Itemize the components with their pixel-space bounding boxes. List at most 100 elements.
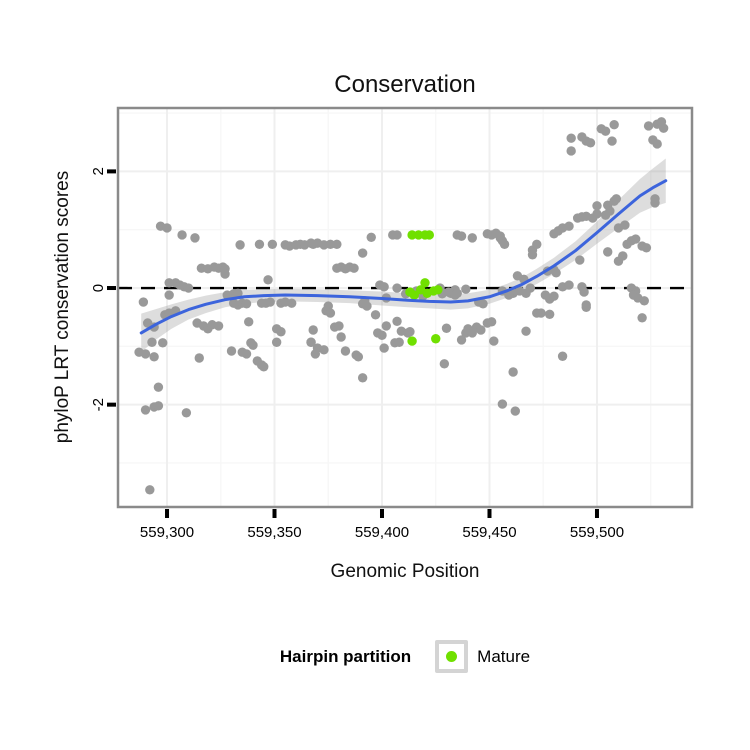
data-point bbox=[592, 209, 602, 219]
data-point bbox=[579, 287, 589, 297]
data-point bbox=[603, 247, 613, 257]
legend-title: Hairpin partition bbox=[279, 646, 412, 666]
data-point bbox=[379, 282, 389, 292]
data-point bbox=[489, 336, 499, 346]
data-point bbox=[235, 240, 245, 250]
data-point bbox=[340, 346, 351, 356]
data-point bbox=[405, 327, 415, 337]
x-tick-label: 559,500 bbox=[570, 524, 624, 541]
mature-dot-icon bbox=[446, 651, 458, 662]
data-point bbox=[349, 263, 359, 273]
chart-title: Conservation bbox=[334, 71, 476, 98]
data-point bbox=[140, 349, 151, 359]
x-tick-label: 559,450 bbox=[462, 524, 516, 541]
mature-point bbox=[409, 290, 419, 300]
data-point bbox=[183, 283, 194, 293]
data-point bbox=[370, 310, 381, 320]
data-point bbox=[334, 321, 344, 331]
data-point bbox=[164, 278, 174, 288]
data-point bbox=[532, 239, 542, 249]
data-point bbox=[630, 234, 641, 244]
data-point bbox=[551, 268, 561, 278]
mature-point bbox=[424, 230, 434, 240]
data-point bbox=[177, 230, 187, 240]
data-point bbox=[325, 308, 336, 318]
data-point bbox=[325, 239, 336, 249]
data-point bbox=[162, 223, 172, 233]
data-point bbox=[153, 382, 164, 392]
data-point bbox=[564, 280, 574, 290]
data-point bbox=[149, 352, 159, 362]
data-point bbox=[605, 206, 615, 216]
data-point bbox=[381, 321, 391, 331]
data-point bbox=[379, 343, 389, 353]
x-tick bbox=[165, 509, 170, 518]
data-point bbox=[190, 233, 200, 243]
data-point bbox=[357, 373, 368, 383]
data-point bbox=[263, 275, 273, 285]
data-point bbox=[549, 291, 559, 301]
data-point bbox=[441, 323, 452, 333]
data-point bbox=[241, 299, 252, 309]
data-point bbox=[486, 317, 497, 327]
data-point bbox=[613, 223, 624, 233]
data-point bbox=[641, 243, 652, 253]
data-point bbox=[265, 297, 275, 307]
data-point bbox=[181, 408, 192, 418]
y-tick bbox=[107, 402, 116, 407]
data-point bbox=[557, 351, 568, 361]
data-point bbox=[497, 399, 508, 409]
data-point bbox=[357, 248, 368, 258]
data-point bbox=[241, 349, 252, 359]
mature-point bbox=[431, 334, 441, 344]
data-point bbox=[585, 138, 596, 148]
data-point bbox=[213, 321, 224, 331]
data-point bbox=[658, 123, 669, 133]
data-point bbox=[353, 352, 364, 362]
x-tick-label: 559,300 bbox=[140, 524, 194, 541]
data-point bbox=[643, 121, 654, 131]
data-point bbox=[476, 325, 486, 335]
data-point bbox=[276, 327, 286, 337]
data-point bbox=[508, 367, 518, 377]
x-tick bbox=[379, 509, 384, 518]
data-point bbox=[592, 201, 602, 211]
data-point bbox=[147, 337, 157, 347]
mature-point bbox=[420, 278, 430, 288]
data-point bbox=[254, 239, 265, 249]
data-point bbox=[611, 194, 622, 204]
data-point bbox=[637, 313, 647, 323]
data-point bbox=[439, 359, 450, 369]
y-tick-label: -2 bbox=[90, 398, 107, 411]
data-point bbox=[259, 362, 269, 372]
mature-point bbox=[413, 230, 424, 240]
y-tick-label: 0 bbox=[90, 284, 107, 292]
data-point bbox=[287, 298, 297, 308]
x-tick bbox=[487, 509, 492, 518]
data-point bbox=[319, 345, 329, 355]
data-point bbox=[164, 290, 174, 300]
y-axis-title: phyloP LRT conservation scores bbox=[52, 170, 73, 444]
data-point bbox=[456, 335, 467, 345]
data-point bbox=[145, 485, 155, 495]
x-tick bbox=[594, 509, 599, 518]
data-point bbox=[495, 231, 505, 241]
data-point bbox=[566, 146, 576, 156]
data-point bbox=[310, 349, 321, 359]
data-point bbox=[452, 288, 462, 298]
data-point bbox=[248, 340, 258, 350]
data-point bbox=[510, 406, 520, 416]
data-point bbox=[499, 239, 510, 249]
data-point bbox=[618, 251, 628, 261]
legend-item-label: Mature bbox=[477, 646, 531, 666]
data-point bbox=[394, 337, 404, 347]
data-point bbox=[581, 302, 591, 312]
data-point bbox=[456, 231, 467, 241]
data-point bbox=[226, 346, 237, 356]
data-point bbox=[267, 239, 278, 249]
smooth-line bbox=[139, 179, 668, 335]
data-point bbox=[575, 255, 585, 265]
confidence-band bbox=[141, 158, 666, 353]
